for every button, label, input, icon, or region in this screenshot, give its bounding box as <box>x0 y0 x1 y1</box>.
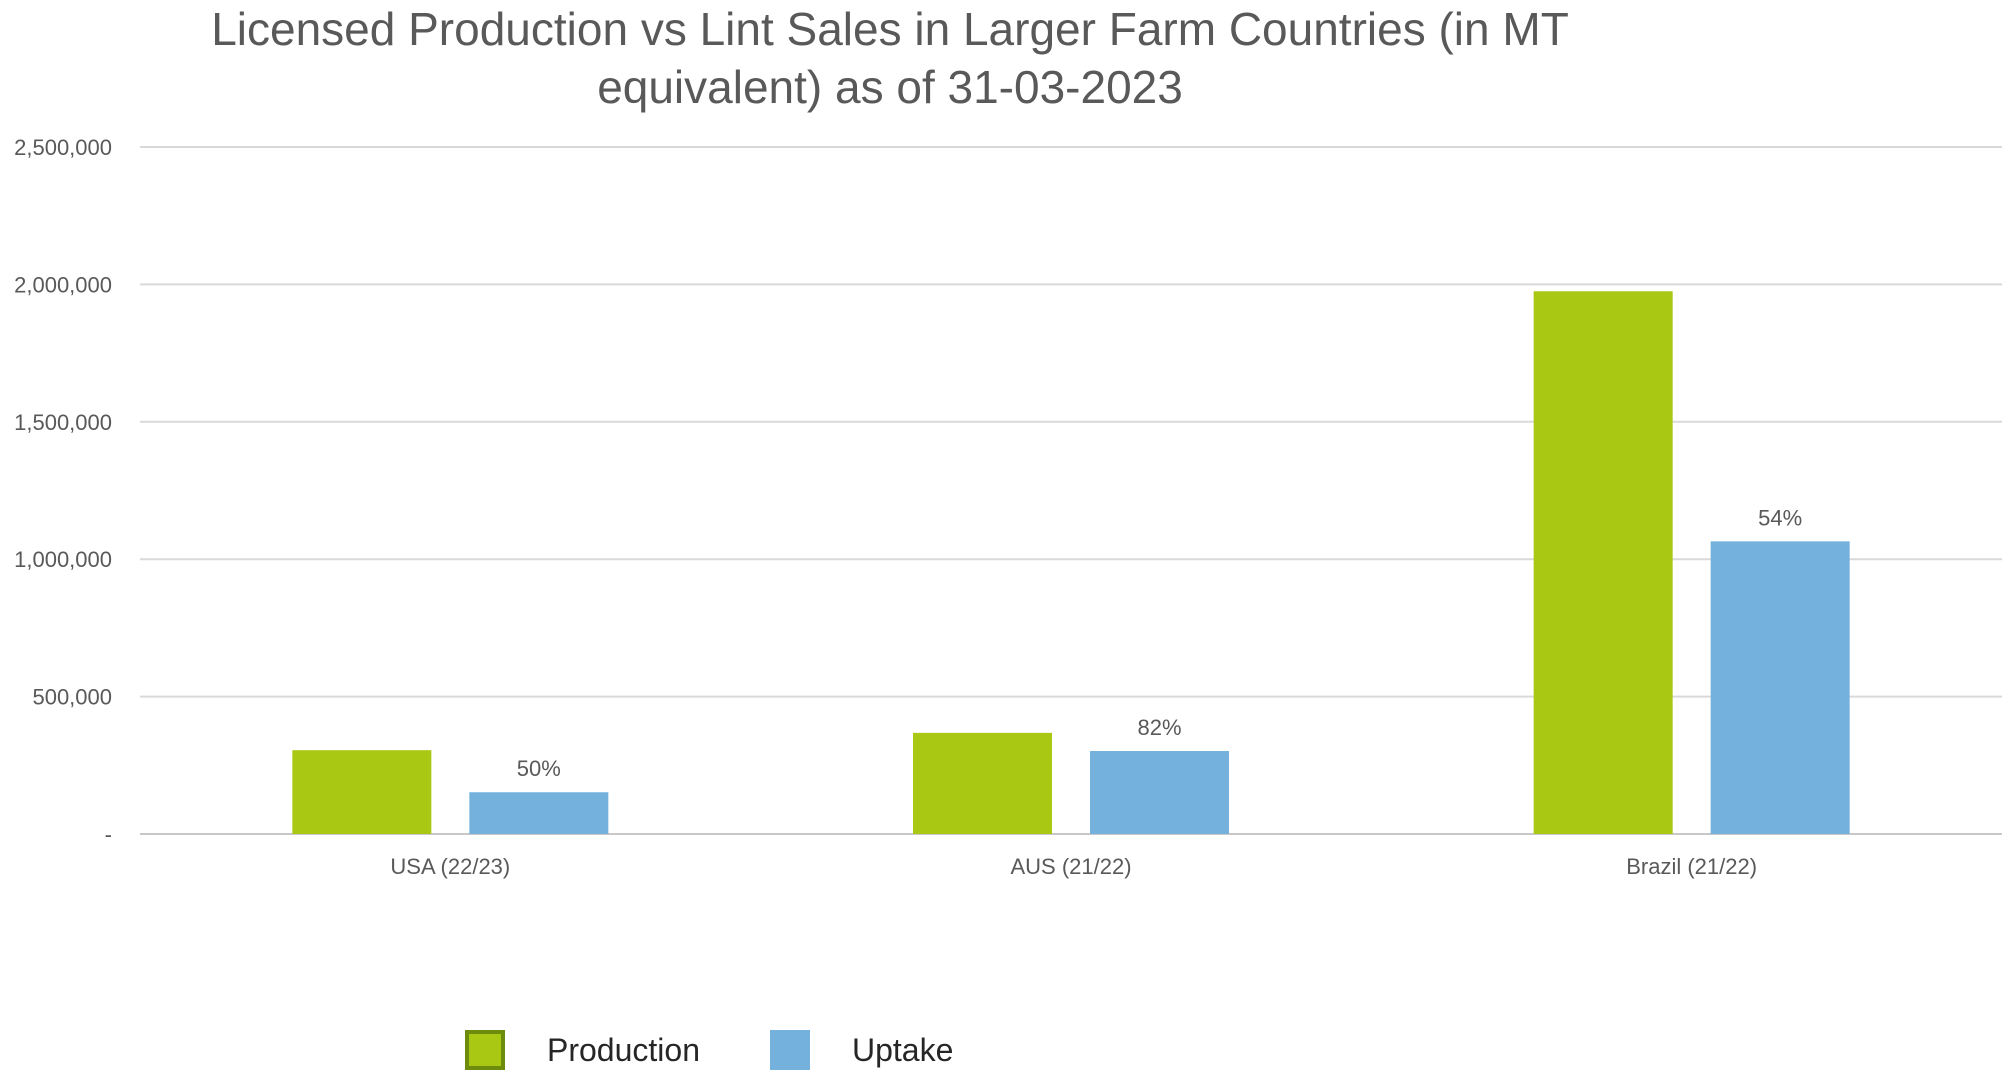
chart-title-line-2: equivalent) as of 31-03-2023 <box>597 61 1183 113</box>
bar-uptake-0 <box>469 792 609 834</box>
bar-uptake-1 <box>1090 751 1229 834</box>
y-tick-label: - <box>105 822 112 847</box>
legend-swatch-uptake <box>769 1030 810 1070</box>
x-tick-label: USA (22/23) <box>390 854 510 879</box>
y-tick-label: 2,500,000 <box>14 135 112 160</box>
bar-uptake-2 <box>1710 541 1850 834</box>
x-tick-label: Brazil (21/22) <box>1626 854 1757 879</box>
bar-production-1 <box>913 732 1052 834</box>
data-label: 54% <box>1758 505 1802 530</box>
y-tick-label: 500,000 <box>32 685 112 710</box>
legend-swatch-production <box>465 1030 505 1070</box>
x-tick-label: AUS (21/22) <box>1010 854 1131 879</box>
y-tick-label: 1,000,000 <box>14 547 112 572</box>
data-label: 50% <box>517 756 561 781</box>
chart-title-line-1: Licensed Production vs Lint Sales in Lar… <box>211 3 1569 55</box>
bar-production-0 <box>292 750 432 834</box>
chart-legend: Production Uptake <box>465 1025 1023 1075</box>
data-label: 82% <box>1137 715 1181 740</box>
y-tick-label: 2,000,000 <box>14 272 112 297</box>
chart-title: Licensed Production vs Lint Sales in Lar… <box>0 0 1780 116</box>
legend-label-production: Production <box>547 1031 700 1068</box>
legend-item-production: Production <box>465 1030 700 1070</box>
legend-item-uptake: Uptake <box>769 1030 954 1070</box>
legend-label-uptake: Uptake <box>851 1031 954 1068</box>
bar-production-2 <box>1533 291 1673 834</box>
y-tick-label: 1,500,000 <box>14 410 112 435</box>
